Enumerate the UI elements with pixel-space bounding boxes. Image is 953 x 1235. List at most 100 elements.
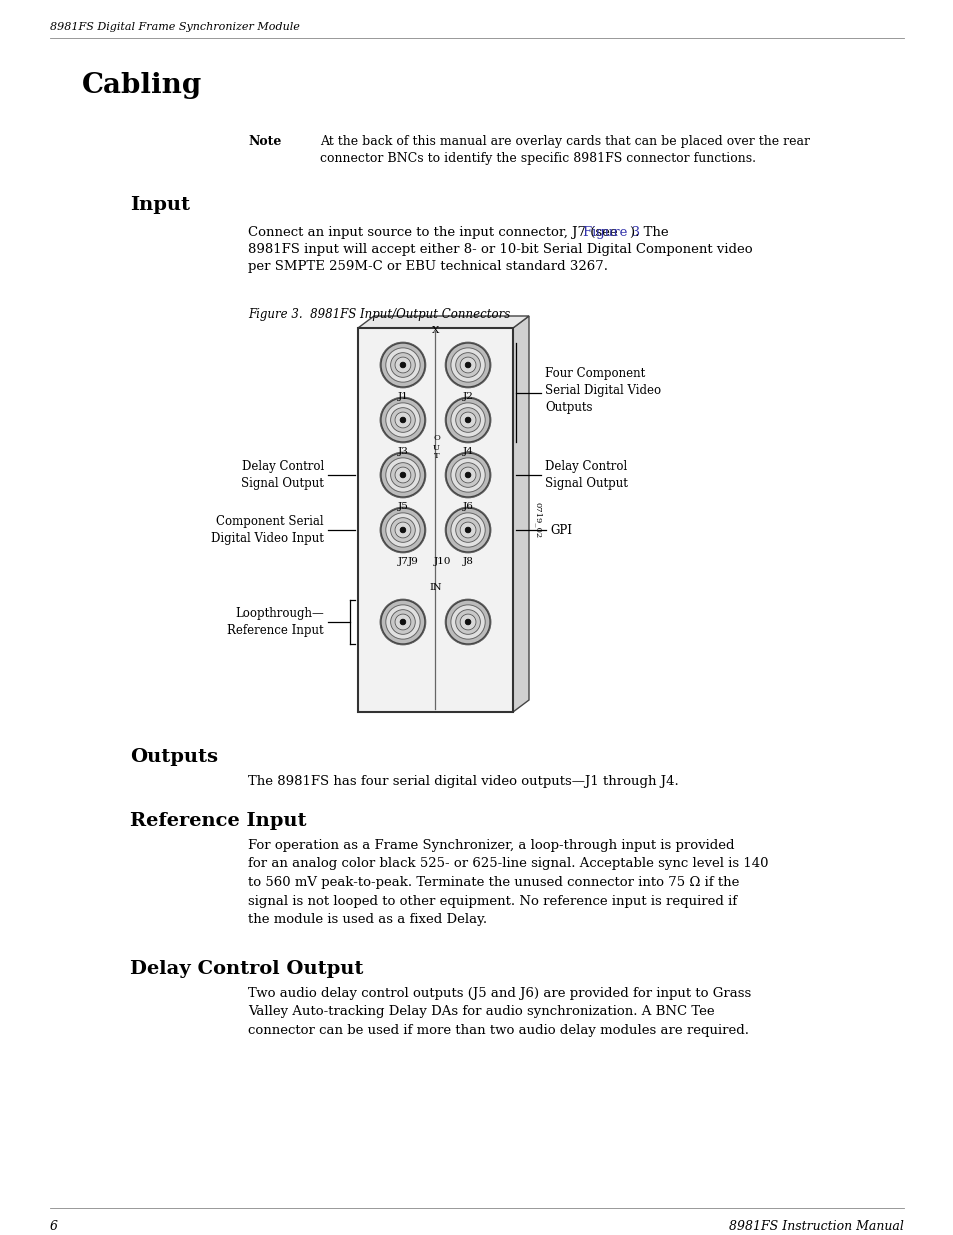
Text: IN: IN bbox=[429, 583, 441, 592]
Text: T: T bbox=[434, 452, 438, 461]
Text: Note: Note bbox=[248, 135, 281, 148]
Circle shape bbox=[456, 517, 480, 542]
Circle shape bbox=[390, 517, 415, 542]
Text: Delay Control Output: Delay Control Output bbox=[130, 960, 363, 978]
Circle shape bbox=[446, 453, 490, 496]
Circle shape bbox=[446, 600, 490, 643]
Text: Delay Control
Signal Output: Delay Control Signal Output bbox=[544, 459, 627, 490]
Text: Delay Control
Signal Output: Delay Control Signal Output bbox=[241, 459, 324, 490]
Text: Loopthrough—
Reference Input: Loopthrough— Reference Input bbox=[227, 606, 324, 637]
Circle shape bbox=[465, 417, 471, 422]
Text: per SMPTE 259M-C or EBU technical standard 3267.: per SMPTE 259M-C or EBU technical standa… bbox=[248, 261, 607, 273]
Text: Reference Input: Reference Input bbox=[130, 811, 306, 830]
Circle shape bbox=[459, 412, 476, 427]
Circle shape bbox=[379, 396, 425, 443]
Text: 8981FS Instruction Manual: 8981FS Instruction Manual bbox=[728, 1220, 903, 1233]
Text: U: U bbox=[433, 443, 439, 452]
Circle shape bbox=[451, 458, 485, 493]
Circle shape bbox=[459, 357, 476, 373]
Circle shape bbox=[395, 357, 411, 373]
Polygon shape bbox=[513, 316, 529, 713]
Circle shape bbox=[465, 619, 471, 625]
Circle shape bbox=[380, 508, 424, 552]
Circle shape bbox=[379, 342, 425, 388]
Circle shape bbox=[456, 610, 480, 635]
Text: Component Serial
Digital Video Input: Component Serial Digital Video Input bbox=[211, 515, 324, 545]
Circle shape bbox=[445, 342, 491, 388]
Text: J9: J9 bbox=[407, 557, 418, 566]
Circle shape bbox=[385, 513, 419, 547]
Circle shape bbox=[451, 403, 485, 437]
Text: J3: J3 bbox=[397, 447, 408, 456]
Text: Figure 3.  8981FS Input/Output Connectors: Figure 3. 8981FS Input/Output Connectors bbox=[248, 308, 510, 321]
Circle shape bbox=[399, 619, 405, 625]
Circle shape bbox=[465, 362, 471, 368]
Circle shape bbox=[451, 605, 485, 640]
Circle shape bbox=[395, 614, 411, 630]
Circle shape bbox=[459, 467, 476, 483]
Polygon shape bbox=[357, 329, 513, 713]
Text: The 8981FS has four serial digital video outputs—J1 through J4.: The 8981FS has four serial digital video… bbox=[248, 776, 678, 788]
Circle shape bbox=[459, 614, 476, 630]
Text: At the back of this manual are overlay cards that can be placed over the rear: At the back of this manual are overlay c… bbox=[319, 135, 809, 148]
Text: 8981FS Digital Frame Synchronizer Module: 8981FS Digital Frame Synchronizer Module bbox=[50, 22, 299, 32]
Circle shape bbox=[385, 403, 419, 437]
Text: X: X bbox=[432, 326, 438, 335]
Circle shape bbox=[445, 599, 491, 645]
Text: 0719_02: 0719_02 bbox=[534, 501, 541, 538]
Text: Input: Input bbox=[130, 196, 190, 214]
Circle shape bbox=[446, 398, 490, 442]
Text: Connect an input source to the input connector, J7 (see: Connect an input source to the input con… bbox=[248, 226, 621, 240]
Text: J4: J4 bbox=[462, 447, 473, 456]
Circle shape bbox=[385, 348, 419, 382]
Circle shape bbox=[399, 417, 405, 422]
Circle shape bbox=[390, 463, 415, 488]
Circle shape bbox=[380, 398, 424, 442]
Circle shape bbox=[465, 472, 471, 478]
Text: 6: 6 bbox=[50, 1220, 58, 1233]
Circle shape bbox=[380, 343, 424, 387]
Circle shape bbox=[390, 353, 415, 378]
Circle shape bbox=[380, 600, 424, 643]
Circle shape bbox=[445, 452, 491, 498]
Text: J2: J2 bbox=[462, 391, 473, 401]
Text: J10: J10 bbox=[434, 557, 451, 566]
Circle shape bbox=[446, 343, 490, 387]
Text: Four Component
Serial Digital Video
Outputs: Four Component Serial Digital Video Outp… bbox=[544, 367, 660, 414]
Text: ). The: ). The bbox=[629, 226, 668, 240]
Text: connector BNCs to identify the specific 8981FS connector functions.: connector BNCs to identify the specific … bbox=[319, 152, 755, 165]
Circle shape bbox=[385, 458, 419, 493]
Text: GPI: GPI bbox=[550, 524, 572, 536]
Circle shape bbox=[456, 463, 480, 488]
Circle shape bbox=[445, 396, 491, 443]
Text: O: O bbox=[433, 435, 439, 442]
Text: J1: J1 bbox=[397, 391, 408, 401]
Text: Figure 3: Figure 3 bbox=[582, 226, 639, 240]
Circle shape bbox=[379, 452, 425, 498]
Polygon shape bbox=[357, 316, 529, 329]
Circle shape bbox=[395, 412, 411, 427]
Circle shape bbox=[456, 408, 480, 432]
Text: Two audio delay control outputs (J5 and J6) are provided for input to Grass
Vall: Two audio delay control outputs (J5 and … bbox=[248, 987, 750, 1037]
Circle shape bbox=[390, 610, 415, 635]
Circle shape bbox=[399, 362, 405, 368]
Circle shape bbox=[456, 353, 480, 378]
Circle shape bbox=[459, 522, 476, 538]
Text: For operation as a Frame Synchronizer, a loop-through input is provided
for an a: For operation as a Frame Synchronizer, a… bbox=[248, 839, 768, 926]
Circle shape bbox=[451, 348, 485, 382]
Text: J7: J7 bbox=[397, 557, 408, 566]
Text: J5: J5 bbox=[397, 501, 408, 511]
Circle shape bbox=[451, 513, 485, 547]
Circle shape bbox=[399, 472, 405, 478]
Circle shape bbox=[446, 508, 490, 552]
Text: J8: J8 bbox=[462, 557, 473, 566]
Circle shape bbox=[465, 527, 471, 532]
Circle shape bbox=[399, 527, 405, 532]
Circle shape bbox=[445, 508, 491, 553]
Circle shape bbox=[395, 522, 411, 538]
Circle shape bbox=[390, 408, 415, 432]
Circle shape bbox=[379, 599, 425, 645]
Text: Outputs: Outputs bbox=[130, 748, 218, 766]
Text: 8981FS input will accept either 8- or 10-bit Serial Digital Component video: 8981FS input will accept either 8- or 10… bbox=[248, 243, 752, 256]
Circle shape bbox=[395, 467, 411, 483]
